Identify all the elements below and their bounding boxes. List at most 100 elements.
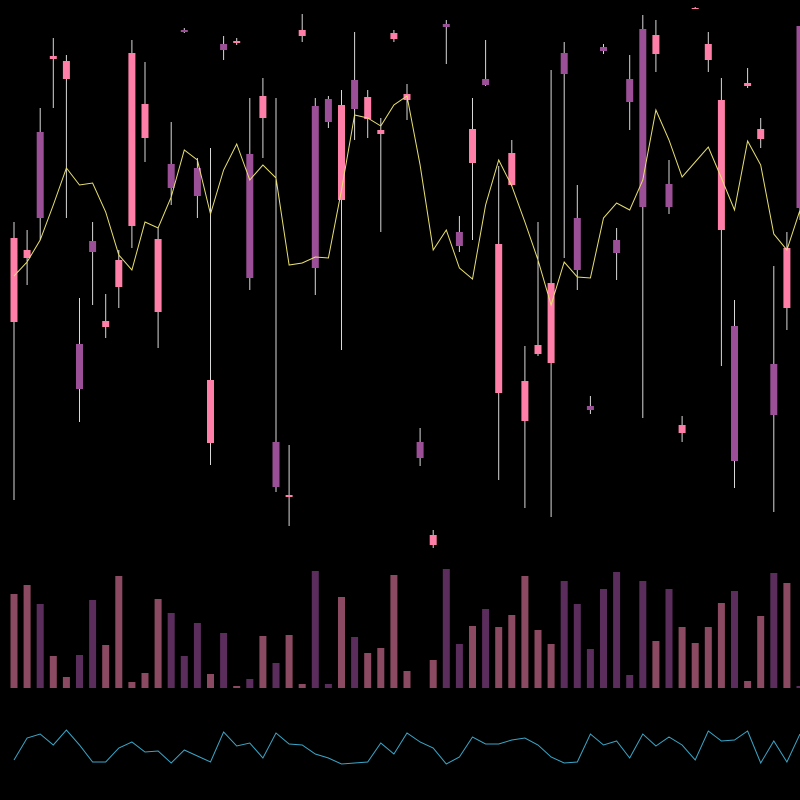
candle-body [141,104,149,138]
volume-bar [639,581,647,688]
volume-bar [652,641,660,688]
candle-body [770,364,778,415]
candle-body [731,326,738,461]
volume-bar [298,684,306,688]
volume-bar [23,585,31,688]
volume-bar [678,627,686,688]
candle-body [167,164,175,188]
candle-body [49,56,57,59]
volume-bar [560,581,568,688]
volume-bar [469,626,476,688]
candle-body [89,241,97,252]
candle-body [298,30,306,36]
candle-body [469,129,476,163]
candle-body [351,80,359,109]
candle-body [285,495,293,497]
volume-bar [193,623,201,688]
candle-body [259,96,267,118]
candle-body [691,8,699,9]
volume-bar [233,686,241,688]
volume-bar [744,681,752,688]
candle-body [193,168,201,196]
candle-body [62,61,70,79]
volume-bar [364,653,372,688]
candle-body [560,53,568,74]
candle-body [573,218,581,270]
volume-bar [272,663,280,688]
volume-bar [62,677,70,688]
volume-bar [783,583,791,688]
volume-bar [442,569,450,688]
candle-body [36,132,44,218]
volume-bar [377,648,385,688]
volume-bar [547,644,555,688]
volume-bar [429,660,437,688]
volume-bar [10,594,18,688]
candle-body [76,344,83,389]
volume-bar [626,675,634,688]
candle-body [115,260,123,287]
candle-body [495,244,503,393]
candle-body [455,232,463,246]
volume-bar [115,576,123,688]
volume-bar [586,649,594,688]
candle-body [717,100,725,230]
volume-bar [141,673,149,688]
candle-body [102,321,110,327]
volume-bar [285,635,293,688]
candle-body [272,442,280,487]
volume-bar [508,615,516,688]
volume-bar [220,633,228,688]
volume-bar [455,644,463,688]
moving-average-line [13,95,800,307]
volume-bar [521,576,529,688]
candle-body [783,248,791,308]
candle-body [207,380,214,443]
candle-body [246,154,254,278]
volume-bar [76,655,83,688]
volume-bar [180,656,188,688]
candle-body [613,240,621,253]
volume-bar [351,637,359,688]
candle-body [10,238,18,322]
candle-body [324,99,332,122]
candle-body [626,79,634,102]
candle-body [23,250,31,258]
volume-bar [534,630,542,688]
candle-body [521,381,529,421]
volume-bar [731,591,738,688]
volume-bar [796,686,800,688]
volume-bar [600,589,607,688]
volume-bar [154,599,162,688]
candle-body [338,105,345,200]
volume-bar [246,679,254,688]
candle-body [796,26,800,208]
candle-body [678,425,686,433]
candle-body [482,79,490,85]
volume-bar [390,575,398,688]
candle-body [220,44,228,50]
candle-body [364,97,372,119]
volume-bar [102,645,110,688]
volume-bar [717,603,725,688]
candle-body [744,83,752,86]
volume-bar [704,627,712,688]
candle-body [704,44,712,60]
volume-bar [324,684,332,688]
volume-bar [770,573,778,688]
candle-body [390,33,398,39]
candle-body [429,535,437,545]
volume-bar [49,656,57,688]
candle-body [311,106,319,268]
candle-body [180,30,188,32]
volume-bar [167,613,175,688]
candle-body [586,406,594,410]
volume-bar [36,604,44,688]
volume-bar [338,597,345,688]
volume-bar [665,589,673,688]
candle-body [233,41,241,43]
candle-body [128,53,136,226]
candle-body [508,153,516,185]
